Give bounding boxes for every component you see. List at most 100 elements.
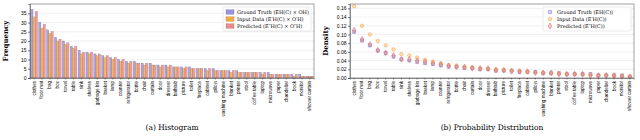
point (518, 69, 521, 75)
tick: microwave (268, 78, 273, 103)
tick-label: bottle (454, 81, 459, 93)
point-series (353, 30, 632, 78)
legend-label: Ground Truth (EH(C)) (557, 9, 613, 15)
point (392, 53, 395, 59)
grid (350, 8, 634, 78)
point-series (353, 27, 632, 78)
tick-label: 0.10 (337, 32, 347, 38)
tick-mark (362, 78, 363, 80)
tick-label: 0.14 (337, 14, 347, 20)
tick-label: towel (63, 81, 68, 92)
tick-label: dresser (486, 81, 491, 97)
bar (125, 61, 127, 78)
tick: refrigerator (446, 78, 451, 103)
tick-mark (621, 78, 622, 80)
tick-label: monitor (619, 81, 624, 97)
tick-mark (393, 78, 394, 80)
tick: book (292, 78, 297, 91)
tick: curtain (470, 78, 475, 95)
tick: chair (142, 78, 147, 91)
tick-label: blanket (229, 80, 234, 96)
point (353, 27, 356, 33)
tick-mark (105, 78, 106, 80)
bar (285, 74, 287, 78)
tick: door (158, 78, 163, 90)
tick-mark (81, 78, 82, 80)
bar (180, 67, 182, 78)
tick-label: floor mat (359, 80, 364, 99)
tick-mark (238, 78, 239, 80)
tick-mark (270, 78, 271, 80)
tick: bottle (454, 78, 459, 92)
tick-label: dresser (166, 81, 171, 97)
title: (a) Histogram (146, 123, 199, 132)
tick-label: counter (118, 81, 123, 97)
bar (88, 54, 90, 78)
legend-label: Input Data (E′H(C) × O′H) (237, 16, 304, 23)
tick-mark (582, 78, 583, 80)
tick-label: coffee table (572, 81, 577, 105)
tick: monitor (299, 78, 304, 96)
grid-line (30, 41, 314, 42)
tick-mark (168, 78, 169, 80)
point (447, 63, 450, 69)
tick-mark (417, 78, 418, 80)
bar (80, 54, 82, 78)
axis-line (348, 5, 351, 79)
tick: coffee table (252, 78, 257, 105)
tick: basket (103, 78, 108, 95)
tick-mark (409, 78, 410, 80)
tick: fireplace (517, 78, 522, 98)
tick-label: fireplace (197, 81, 202, 99)
axis-line (28, 5, 31, 79)
bar (269, 74, 271, 78)
grid-line (350, 60, 634, 61)
point (376, 39, 379, 42)
bar (267, 72, 269, 78)
frame (350, 4, 634, 78)
bar (120, 61, 122, 78)
y-axis: 0.000.020.040.060.080.100.120.140.16 (337, 5, 351, 82)
legend-box (223, 7, 311, 31)
tick-label: refrigerator (126, 81, 131, 104)
bar (261, 74, 263, 78)
tick-mark (309, 78, 310, 80)
tick: 0.12 (337, 23, 350, 29)
tick-mark (348, 8, 350, 9)
tick: picture (181, 78, 186, 95)
tick-mark (191, 78, 192, 80)
tick-label: lamp (110, 81, 115, 91)
tick-label: 0.04 (337, 58, 347, 64)
tick: box (375, 78, 380, 88)
tick-label: counter (438, 81, 443, 97)
tick-label: floor mat (39, 80, 44, 99)
tick-mark (495, 78, 496, 80)
tick-mark (606, 78, 607, 80)
tick-mark (377, 78, 378, 80)
bar (143, 65, 145, 78)
bar (209, 69, 211, 78)
tick-label: box (55, 80, 60, 88)
tick-label: stool (564, 81, 569, 91)
bar (47, 30, 49, 78)
point (502, 67, 505, 73)
bar (198, 69, 200, 78)
bar (185, 67, 187, 78)
tick-label: curtain (150, 81, 155, 95)
tick-mark (144, 78, 145, 80)
tick: 0.06 (337, 49, 350, 55)
bar (236, 71, 238, 78)
tick-mark (120, 78, 121, 80)
panel: 0.000.020.040.060.080.100.120.140.16clot… (321, 4, 635, 132)
point (526, 69, 529, 75)
tick-label: 0.16 (337, 5, 347, 11)
tick: 25 (21, 29, 30, 35)
tick-label: microwave (268, 81, 273, 103)
tick: chandelier (604, 78, 609, 102)
point (376, 47, 379, 53)
tick-label: door (478, 81, 483, 91)
tick-label: 35 (21, 10, 27, 16)
tick-label: cabinet (205, 80, 210, 96)
bar (204, 69, 206, 78)
tick: 20 (21, 38, 30, 44)
